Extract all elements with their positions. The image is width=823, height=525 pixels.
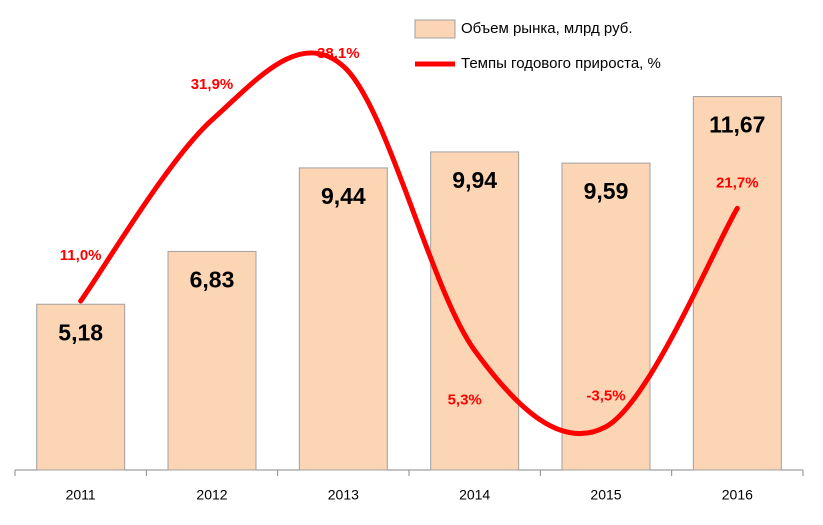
x-tick-label: 2014: [459, 487, 490, 503]
bar: [36, 303, 126, 471]
x-tick-label: 2013: [328, 487, 359, 503]
bar-value-label: 6,83: [190, 267, 235, 293]
bar: [167, 250, 257, 471]
x-tick-label: 2015: [590, 487, 621, 503]
line-value-label: 11,0%: [60, 247, 102, 264]
bar-value-label: 9,94: [452, 167, 497, 193]
bar-value-label: 9,44: [321, 183, 366, 209]
legend-label: Объем рынка, млрд руб.: [461, 20, 633, 37]
bar: [692, 96, 782, 471]
legend-swatch: [414, 19, 456, 39]
x-tick-label: 2011: [66, 487, 96, 503]
line-value-label: 21,7%: [716, 174, 759, 191]
line-value-label: 5,3%: [448, 391, 482, 408]
line-value-label: 31,9%: [191, 76, 234, 93]
bar: [561, 162, 651, 471]
legend-label: Темпы годового прироста, %: [461, 55, 661, 72]
bar: [298, 167, 388, 471]
bar-value-label: 11,67: [709, 112, 765, 138]
bar: [430, 151, 520, 471]
line: [78, 50, 740, 437]
x-tick-label: 2016: [722, 487, 753, 503]
bar-value-label: 9,59: [584, 178, 629, 204]
line-value-label: 38,1%: [317, 45, 360, 62]
bar-value-label: 5,18: [58, 319, 103, 345]
line-value-label: -3,5%: [586, 388, 625, 405]
x-tick-label: 2012: [196, 487, 227, 503]
